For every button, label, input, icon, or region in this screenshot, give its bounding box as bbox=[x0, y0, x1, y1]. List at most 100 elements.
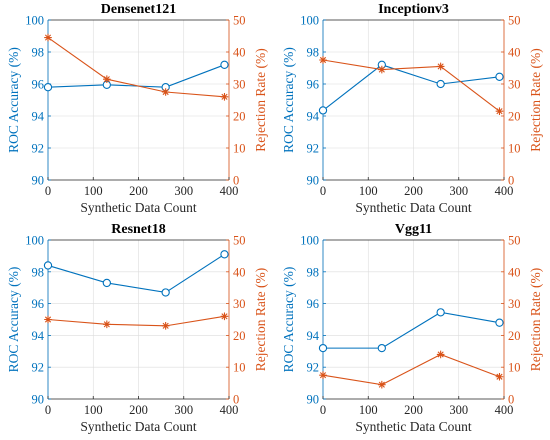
y-right-tick-label: 20 bbox=[508, 110, 521, 124]
y-right-tick-label: 0 bbox=[233, 393, 239, 407]
y-left-tick-label: 92 bbox=[307, 142, 320, 156]
roc-accuracy-point bbox=[377, 343, 386, 353]
rejection-rate-point bbox=[436, 350, 445, 359]
y-left-tick-label: 100 bbox=[300, 14, 319, 28]
y-right-tick-label: 50 bbox=[508, 14, 521, 28]
x-tick-label: 0 bbox=[45, 403, 51, 417]
x-tick-label: 400 bbox=[495, 184, 514, 198]
y-right-tick-label: 20 bbox=[233, 329, 246, 343]
y-left-axis-label: ROC Accuracy (%) bbox=[6, 267, 21, 373]
rejection-rate-point bbox=[161, 88, 170, 96]
roc-accuracy-point bbox=[318, 106, 328, 115]
chart-title: Vgg11 bbox=[395, 222, 432, 237]
roc-accuracy-point bbox=[102, 278, 111, 288]
y-left-tick-label: 96 bbox=[307, 297, 320, 311]
y-left-tick-label: 90 bbox=[32, 393, 45, 407]
y-right-tick-label: 50 bbox=[508, 234, 521, 248]
x-tick-label: 300 bbox=[449, 184, 468, 198]
rejection-rate-point bbox=[103, 75, 111, 83]
y-left-tick-label: 98 bbox=[32, 46, 45, 60]
rejection-rate-point bbox=[378, 380, 386, 389]
x-axis-label: Synthetic Data Count bbox=[80, 419, 196, 434]
x-tick-label: 200 bbox=[404, 403, 423, 417]
y-right-tick-label: 20 bbox=[508, 329, 521, 343]
y-right-tick-label: 10 bbox=[508, 361, 521, 375]
x-tick-label: 0 bbox=[320, 184, 326, 198]
x-tick-label: 100 bbox=[359, 403, 378, 417]
roc-accuracy-point bbox=[43, 261, 53, 270]
x-tick-label: 400 bbox=[220, 184, 239, 198]
chart-title: Densenet121 bbox=[101, 2, 176, 17]
roc-accuracy-line bbox=[47, 253, 225, 294]
y-right-tick-label: 40 bbox=[233, 265, 246, 279]
rejection-rate-point bbox=[436, 62, 445, 71]
roc-accuracy-point bbox=[436, 308, 445, 317]
y-left-tick-label: 90 bbox=[32, 174, 45, 188]
y-right-tick-label: 0 bbox=[508, 393, 514, 407]
y-left-tick-label: 100 bbox=[300, 234, 319, 248]
rejection-rate-point bbox=[44, 33, 52, 42]
roc-accuracy-point bbox=[43, 83, 53, 92]
y-left-tick-label: 94 bbox=[32, 329, 45, 343]
x-tick-label: 100 bbox=[84, 403, 103, 417]
x-axis-label: Synthetic Data Count bbox=[355, 419, 471, 434]
x-tick-label: 0 bbox=[320, 403, 326, 417]
y-left-axis-label: ROC Accuracy (%) bbox=[281, 267, 296, 373]
y-right-tick-label: 50 bbox=[233, 14, 246, 28]
y-left-tick-label: 92 bbox=[32, 361, 45, 375]
x-axis-label: Synthetic Data Count bbox=[80, 200, 196, 215]
rejection-rate-line bbox=[47, 315, 225, 327]
x-tick-label: 200 bbox=[129, 184, 148, 198]
y-right-tick-label: 30 bbox=[508, 78, 521, 92]
y-right-axis-label: Rejection Rate (%) bbox=[528, 48, 543, 151]
grid bbox=[322, 19, 505, 181]
roc-accuracy-point bbox=[495, 318, 504, 327]
x-tick-label: 200 bbox=[129, 403, 148, 417]
x-tick-label: 300 bbox=[174, 184, 193, 198]
x-tick-label: 200 bbox=[404, 184, 423, 198]
y-right-tick-label: 10 bbox=[508, 142, 521, 156]
x-tick-label: 0 bbox=[45, 184, 51, 198]
x-tick-label: 100 bbox=[84, 184, 103, 198]
rejection-rate-point bbox=[220, 312, 229, 321]
y-left-tick-label: 92 bbox=[32, 142, 45, 156]
y-left-tick-label: 90 bbox=[307, 174, 320, 188]
y-right-tick-label: 50 bbox=[233, 234, 246, 248]
y-right-tick-label: 40 bbox=[233, 46, 246, 60]
chart-title: Inceptionv3 bbox=[378, 2, 449, 17]
x-tick-label: 400 bbox=[495, 403, 514, 417]
y-right-tick-label: 40 bbox=[508, 265, 521, 279]
y-right-tick-label: 20 bbox=[233, 110, 246, 124]
rejection-rate-line bbox=[322, 59, 500, 112]
y-right-tick-label: 10 bbox=[233, 142, 246, 156]
rejection-rate-point bbox=[103, 320, 111, 329]
x-tick-label: 100 bbox=[359, 184, 378, 198]
y-left-tick-label: 100 bbox=[25, 14, 44, 28]
roc-accuracy-line bbox=[323, 311, 500, 349]
y-left-tick-label: 90 bbox=[307, 393, 320, 407]
y-right-axis-label: Rejection Rate (%) bbox=[528, 268, 543, 371]
rejection-rate-point bbox=[495, 372, 504, 381]
roc-accuracy-point bbox=[220, 250, 229, 259]
grid bbox=[322, 239, 505, 400]
x-tick-label: 300 bbox=[449, 403, 468, 417]
y-right-tick-label: 40 bbox=[508, 46, 521, 60]
x-axis-label: Synthetic Data Count bbox=[355, 200, 471, 215]
y-right-tick-label: 0 bbox=[233, 174, 239, 188]
chart-title: Resnet18 bbox=[111, 222, 165, 237]
roc-accuracy-point bbox=[436, 79, 445, 89]
y-right-axis-label: Rejection Rate (%) bbox=[253, 48, 268, 151]
y-left-tick-label: 96 bbox=[32, 78, 45, 92]
y-right-tick-label: 30 bbox=[508, 297, 521, 311]
y-right-tick-label: 10 bbox=[233, 361, 246, 375]
rejection-rate-point bbox=[319, 56, 327, 64]
y-left-tick-label: 94 bbox=[307, 110, 320, 124]
rejection-rate-point bbox=[495, 107, 504, 115]
y-left-axis-label: ROC Accuracy (%) bbox=[6, 47, 21, 153]
y-right-axis-label: Rejection Rate (%) bbox=[253, 268, 268, 371]
x-tick-label: 400 bbox=[220, 403, 239, 417]
roc-accuracy-point bbox=[220, 60, 229, 69]
rejection-rate-point bbox=[220, 93, 229, 101]
chart-resnet18: 0 100 200 300 400 90 92 94 96 98 100 0 10 20 30 40 50 Res… bbox=[6, 222, 268, 434]
